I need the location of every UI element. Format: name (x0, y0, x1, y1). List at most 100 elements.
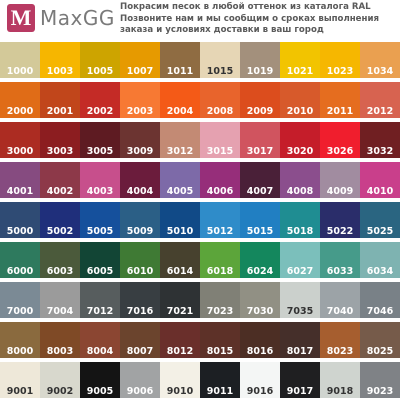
color-swatch[interactable]: 9011 (200, 362, 240, 398)
color-swatch[interactable]: 2002 (80, 82, 120, 118)
swatch-code-label: 6005 (86, 266, 114, 277)
color-swatch[interactable]: 6033 (320, 242, 360, 278)
color-swatch[interactable]: 9018 (320, 362, 360, 398)
color-swatch[interactable]: 9002 (40, 362, 80, 398)
color-swatch[interactable]: 8017 (280, 322, 320, 358)
color-swatch[interactable]: 6024 (240, 242, 280, 278)
color-swatch[interactable]: 3000 (0, 122, 40, 158)
color-swatch[interactable]: 8004 (80, 322, 120, 358)
swatch-code-label: 4001 (6, 186, 34, 197)
color-swatch[interactable]: 7004 (40, 282, 80, 318)
color-swatch[interactable]: 7046 (360, 282, 400, 318)
color-swatch[interactable]: 7012 (80, 282, 120, 318)
color-swatch[interactable]: 8023 (320, 322, 360, 358)
color-swatch[interactable]: 5002 (40, 202, 80, 238)
color-swatch[interactable]: 4005 (160, 162, 200, 198)
color-swatch[interactable]: 4004 (120, 162, 160, 198)
color-swatch[interactable]: 6005 (80, 242, 120, 278)
color-swatch[interactable]: 5009 (120, 202, 160, 238)
color-swatch[interactable]: 4007 (240, 162, 280, 198)
color-swatch[interactable]: 2010 (280, 82, 320, 118)
color-swatch[interactable]: 8012 (160, 322, 200, 358)
color-swatch[interactable]: 3017 (240, 122, 280, 158)
color-swatch[interactable]: 3012 (160, 122, 200, 158)
color-swatch[interactable]: 4001 (0, 162, 40, 198)
color-swatch[interactable]: 1005 (80, 42, 120, 78)
color-swatch[interactable]: 6000 (0, 242, 40, 278)
color-swatch[interactable]: 2003 (120, 82, 160, 118)
color-swatch[interactable]: 4006 (200, 162, 240, 198)
color-swatch[interactable]: 9005 (80, 362, 120, 398)
color-swatch[interactable]: 3005 (80, 122, 120, 158)
color-swatch[interactable]: 1023 (320, 42, 360, 78)
color-swatch[interactable]: 4008 (280, 162, 320, 198)
swatch-code-label: 5010 (166, 226, 194, 237)
color-swatch[interactable]: 5022 (320, 202, 360, 238)
color-swatch[interactable]: 3003 (40, 122, 80, 158)
color-swatch[interactable]: 9006 (120, 362, 160, 398)
header: M MaxGG Покрасим песок в любой оттенок и… (0, 0, 400, 40)
color-swatch[interactable]: 9016 (240, 362, 280, 398)
color-swatch[interactable]: 2009 (240, 82, 280, 118)
color-swatch[interactable]: 8025 (360, 322, 400, 358)
swatch-code-label: 4010 (366, 186, 394, 197)
color-swatch[interactable]: 3009 (120, 122, 160, 158)
color-swatch[interactable]: 2012 (360, 82, 400, 118)
color-swatch[interactable]: 8003 (40, 322, 80, 358)
swatch-code-label: 9005 (86, 386, 114, 397)
color-swatch[interactable]: 6018 (200, 242, 240, 278)
swatch-code-label: 8025 (366, 346, 394, 357)
swatch-code-label: 8017 (286, 346, 314, 357)
color-swatch[interactable]: 5015 (240, 202, 280, 238)
color-swatch[interactable]: 4009 (320, 162, 360, 198)
color-swatch[interactable]: 9001 (0, 362, 40, 398)
color-swatch[interactable]: 9023 (360, 362, 400, 398)
color-swatch[interactable]: 6010 (120, 242, 160, 278)
color-swatch[interactable]: 9010 (160, 362, 200, 398)
color-swatch[interactable]: 1011 (160, 42, 200, 78)
color-swatch[interactable]: 5018 (280, 202, 320, 238)
color-swatch[interactable]: 1034 (360, 42, 400, 78)
color-swatch[interactable]: 8000 (0, 322, 40, 358)
color-swatch[interactable]: 2008 (200, 82, 240, 118)
color-swatch[interactable]: 1003 (40, 42, 80, 78)
color-swatch[interactable]: 9017 (280, 362, 320, 398)
color-swatch[interactable]: 7030 (240, 282, 280, 318)
color-swatch[interactable]: 3032 (360, 122, 400, 158)
color-swatch[interactable]: 1021 (280, 42, 320, 78)
color-swatch[interactable]: 5025 (360, 202, 400, 238)
swatch-code-label: 9016 (246, 386, 274, 397)
color-swatch[interactable]: 6034 (360, 242, 400, 278)
color-swatch[interactable]: 7016 (120, 282, 160, 318)
color-swatch[interactable]: 7040 (320, 282, 360, 318)
color-swatch[interactable]: 3026 (320, 122, 360, 158)
color-swatch[interactable]: 1007 (120, 42, 160, 78)
color-swatch[interactable]: 1000 (0, 42, 40, 78)
color-swatch[interactable]: 1015 (200, 42, 240, 78)
color-swatch[interactable]: 2000 (0, 82, 40, 118)
color-swatch[interactable]: 4002 (40, 162, 80, 198)
color-swatch[interactable]: 7023 (200, 282, 240, 318)
color-swatch[interactable]: 3015 (200, 122, 240, 158)
color-swatch[interactable]: 5012 (200, 202, 240, 238)
color-swatch[interactable]: 2004 (160, 82, 200, 118)
color-swatch[interactable]: 7000 (0, 282, 40, 318)
color-swatch[interactable]: 8016 (240, 322, 280, 358)
color-swatch[interactable]: 7021 (160, 282, 200, 318)
color-swatch[interactable]: 5000 (0, 202, 40, 238)
color-swatch[interactable]: 6003 (40, 242, 80, 278)
color-swatch[interactable]: 2001 (40, 82, 80, 118)
color-swatch[interactable]: 8007 (120, 322, 160, 358)
color-swatch[interactable]: 4003 (80, 162, 120, 198)
color-swatch[interactable]: 4010 (360, 162, 400, 198)
color-swatch[interactable]: 6027 (280, 242, 320, 278)
color-swatch[interactable]: 5005 (80, 202, 120, 238)
color-swatch[interactable]: 6014 (160, 242, 200, 278)
color-swatch[interactable]: 5010 (160, 202, 200, 238)
color-swatch[interactable]: 1019 (240, 42, 280, 78)
swatch-code-label: 7000 (6, 306, 34, 317)
color-swatch[interactable]: 2011 (320, 82, 360, 118)
color-swatch[interactable]: 3020 (280, 122, 320, 158)
color-swatch[interactable]: 8015 (200, 322, 240, 358)
color-swatch[interactable]: 7035 (280, 282, 320, 318)
